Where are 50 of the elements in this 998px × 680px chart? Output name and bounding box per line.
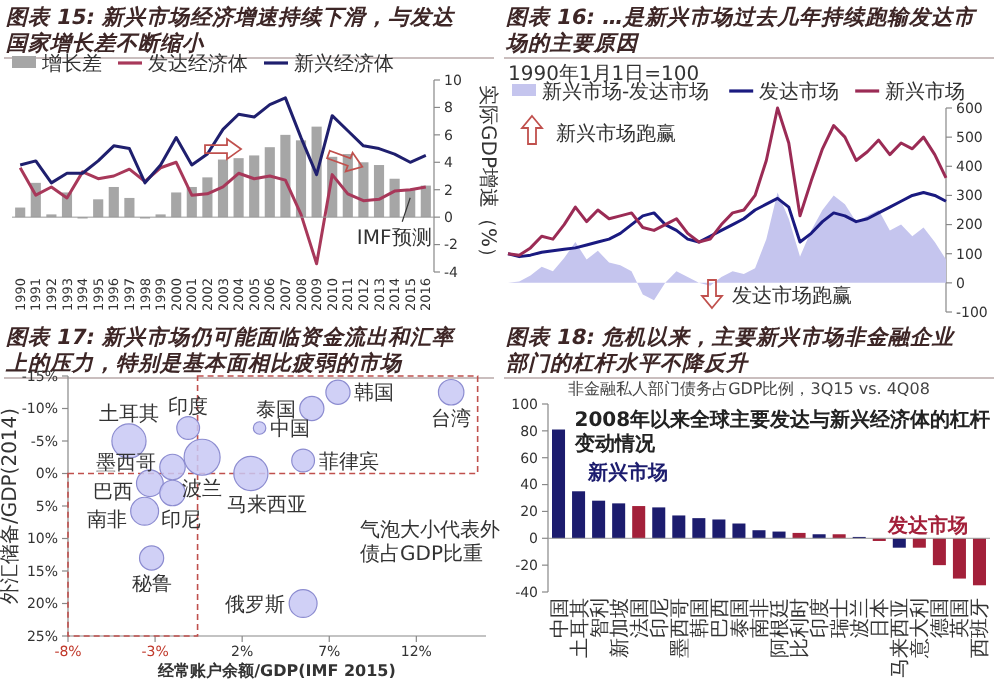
x-axis-title: 经常账户余额/GDP(IMF 2015) <box>156 662 396 680</box>
annotation: 波兰 <box>182 477 223 502</box>
x-tick-label: 巴西 <box>709 598 732 638</box>
x-tick-label: 日本 <box>868 598 893 638</box>
y-axis-title: 实际GDP增速（%） <box>476 85 500 267</box>
annotation: 巴西 <box>92 482 133 505</box>
legend-label: 新兴经济体 <box>294 52 394 76</box>
annotation: 墨西哥 <box>95 453 156 475</box>
annotation: 韩国 <box>354 381 395 406</box>
x-tick-label: 新加坡 <box>607 598 632 658</box>
annotation: 印度 <box>168 394 209 419</box>
legend-label: 增长差 <box>40 52 102 76</box>
annotation: 台湾 <box>431 406 472 431</box>
legend-label: 发达市场 <box>759 80 840 104</box>
annotation: 马来西亚 <box>226 492 307 517</box>
annotation: 2008年以来全球主要发达与新兴经济体的杠杆变动情况 <box>572 408 991 456</box>
annotation: 气泡大小代表外债占GDP比重 <box>360 518 500 566</box>
annotation: 泰国 <box>255 399 296 422</box>
chart-title: 图表 16: …是新兴市场过去几年持续跑输发达市场的主要原因 <box>504 4 980 56</box>
x-tick-label: 意大利 <box>908 598 933 660</box>
annotation: 中国 <box>269 417 310 441</box>
legend-label: 新兴市场 <box>885 80 966 104</box>
x-tick-label: 智利 <box>587 598 612 638</box>
x-tick-label: 土耳其 <box>567 598 592 658</box>
annotation: 秘鲁 <box>131 572 172 597</box>
x-tick-label: 西班牙 <box>968 598 993 658</box>
x-tick-label: 韩国 <box>687 598 712 638</box>
annotation: 土耳其 <box>98 401 159 426</box>
annotation: IMF预测 <box>356 225 432 250</box>
x-tick-label: 泰国 <box>729 598 752 638</box>
chart-subtitle: 非金融私人部门债务占GDP比例，3Q15 vs. 4Q08 <box>568 380 930 398</box>
x-tick-label: 墨西哥 <box>669 598 692 658</box>
y-axis-title: 外汇储备/GDP(2014) <box>0 407 22 605</box>
legend-label: 发达经济体 <box>148 52 248 76</box>
annotation: 发达市场 <box>886 513 969 538</box>
annotation: 南非 <box>86 508 127 533</box>
annotation: 新兴市场跑赢 <box>556 122 676 146</box>
annotation: 菲律宾 <box>318 449 379 474</box>
chart-title: 图表 18: 危机以来，主要新兴市场非金融企业部门的杠杆水平不降反升 <box>506 324 957 376</box>
chart-title: 图表 15: 新兴市场经济增速持续下滑，与发达国家增长差不断缩小 <box>6 4 457 56</box>
annotation: 俄罗斯 <box>225 592 286 617</box>
x-tick-label: 法国 <box>627 598 652 638</box>
x-tick-label: 印尼 <box>647 598 672 638</box>
x-tick-label: 南非 <box>747 598 772 638</box>
x-tick-label: 波兰 <box>848 598 873 638</box>
x-tick-label: 中国 <box>547 598 572 638</box>
annotation: 新兴市场 <box>585 461 668 486</box>
annotation: 印尼 <box>160 507 201 532</box>
annotation: 发达市场跑赢 <box>732 284 852 308</box>
legend-label: 新兴市场-发达市场 <box>542 80 710 104</box>
